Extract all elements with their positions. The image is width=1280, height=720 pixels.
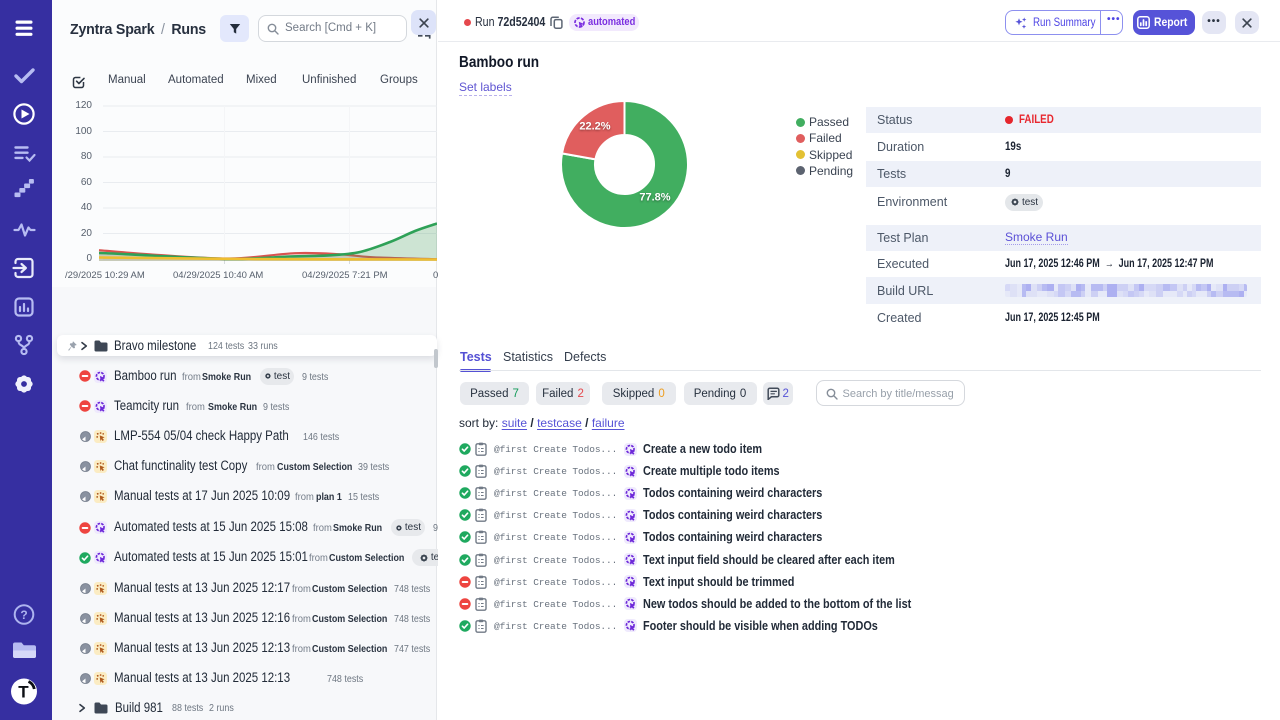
svg-text:22.2%: 22.2% <box>579 121 610 133</box>
svg-text:?: ? <box>20 608 27 622</box>
svg-text:T: T <box>18 683 29 702</box>
svg-text:77.8%: 77.8% <box>639 192 670 204</box>
